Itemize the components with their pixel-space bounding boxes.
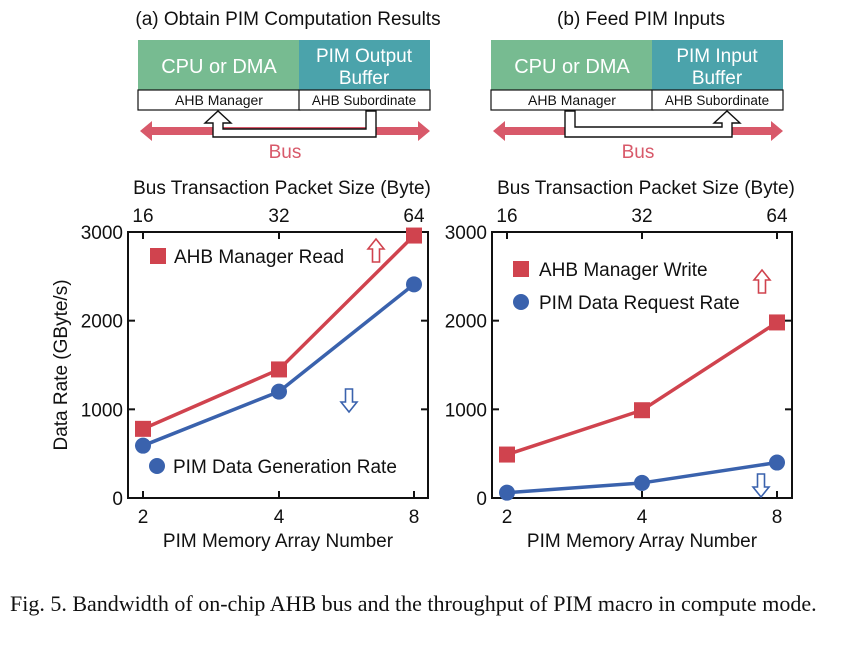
x-axis-label: PIM Memory Array Number (163, 531, 394, 552)
top-tick-label: 64 (403, 206, 425, 227)
pim-buffer-label-line1: PIM Input (676, 46, 758, 67)
pim-buffer-box (299, 40, 430, 90)
legend-marker-square (150, 248, 166, 264)
data-point-circle (135, 437, 151, 454)
pim-buffer-label-line1: PIM Output (316, 46, 413, 67)
x-tick-label: 2 (138, 507, 149, 528)
x-tick-label: 2 (502, 507, 513, 528)
increase-arrow-icon (366, 237, 386, 263)
manager-port-label: AHB Manager (528, 92, 616, 108)
data-point-square (499, 446, 515, 463)
data-point-circle (499, 484, 515, 501)
y-tick-label: 0 (476, 489, 487, 510)
x-tick-label: 8 (409, 507, 420, 528)
top-tick-label: 32 (631, 206, 652, 227)
pim-buffer-label-line2: Buffer (339, 68, 390, 89)
data-point-square (634, 402, 650, 419)
subordinate-port-box (298, 89, 431, 111)
subordinate-port-label: AHB Subordinate (665, 93, 769, 108)
legend-label: PIM Data Request Rate (539, 293, 740, 314)
top-axis-label: Bus Transaction Packet Size (Byte) (133, 178, 431, 199)
cpu-dma-label: CPU or DMA (161, 56, 277, 78)
figure-5: (a) Obtain PIM Computation Results CPU or… (51, 9, 795, 552)
diagram-b: (b) Feed PIM Inputs CPU or DMA AHB Manager… (490, 9, 784, 163)
figure-caption: Fig. 5. Bandwidth of on-chip AHB bus and… (10, 591, 817, 616)
subordinate-port-box (651, 89, 784, 111)
legend-label: AHB Manager Write (539, 260, 708, 281)
decrease-arrow-icon (339, 388, 359, 414)
y-tick-label: 2000 (445, 312, 487, 333)
data-point-circle (271, 383, 287, 400)
diagram-a: (a) Obtain PIM Computation Results CPU or… (135, 9, 440, 163)
cpu-dma-box (491, 40, 653, 90)
bus-label: Bus (622, 142, 655, 163)
cpu-dma-label: CPU or DMA (514, 56, 630, 78)
legend-marker-square (513, 261, 529, 277)
top-axis-label: Bus Transaction Packet Size (Byte) (497, 178, 795, 199)
data-point-square (271, 361, 287, 378)
data-point-circle (406, 276, 422, 293)
legend-label: AHB Manager Read (174, 247, 344, 268)
series-line-0 (506, 320, 778, 457)
pim-buffer-label-line2: Buffer (692, 68, 743, 89)
data-point-circle (769, 454, 785, 471)
y-axis-label: Data Rate (GByte/s) (51, 279, 72, 450)
legend-marker-circle (149, 458, 165, 474)
data-point-square (406, 227, 422, 244)
pim-buffer-box (652, 40, 783, 90)
x-tick-label: 8 (772, 507, 783, 528)
data-point-square (769, 314, 785, 331)
bus-label: Bus (269, 142, 302, 163)
diagram-title: (b) Feed PIM Inputs (557, 9, 725, 30)
top-tick-label: 64 (766, 206, 788, 227)
y-tick-label: 2000 (81, 312, 123, 333)
top-tick-label: 16 (132, 206, 153, 227)
data-point-circle (634, 474, 650, 491)
manager-port-label: AHB Manager (175, 92, 263, 108)
x-tick-label: 4 (637, 507, 648, 528)
diagram-title: (a) Obtain PIM Computation Results (135, 9, 440, 30)
x-axis-label: PIM Memory Array Number (527, 531, 758, 552)
y-tick-label: 1000 (81, 400, 123, 421)
top-tick-label: 32 (268, 206, 289, 227)
y-tick-label: 3000 (81, 223, 123, 244)
transfer-arrow (564, 110, 742, 138)
chart-panel-b: Bus Transaction Packet Size (Byte) 16 32 64… (445, 178, 795, 552)
subordinate-port-label: AHB Subordinate (312, 93, 416, 108)
y-tick-label: 3000 (445, 223, 487, 244)
top-tick-label: 16 (496, 206, 517, 227)
x-tick-label: 4 (274, 507, 285, 528)
increase-arrow-icon (752, 268, 772, 294)
data-point-square (135, 420, 151, 437)
chart-panel-a: Bus Transaction Packet Size (Byte) 16 32 64… (51, 178, 431, 552)
legend-label: PIM Data Generation Rate (173, 457, 397, 478)
y-tick-label: 0 (112, 489, 123, 510)
decrease-arrow-icon (751, 473, 771, 499)
legend-marker-circle (513, 294, 529, 310)
cpu-dma-box (138, 40, 300, 90)
y-tick-label: 1000 (445, 400, 487, 421)
transfer-arrow (203, 110, 377, 138)
